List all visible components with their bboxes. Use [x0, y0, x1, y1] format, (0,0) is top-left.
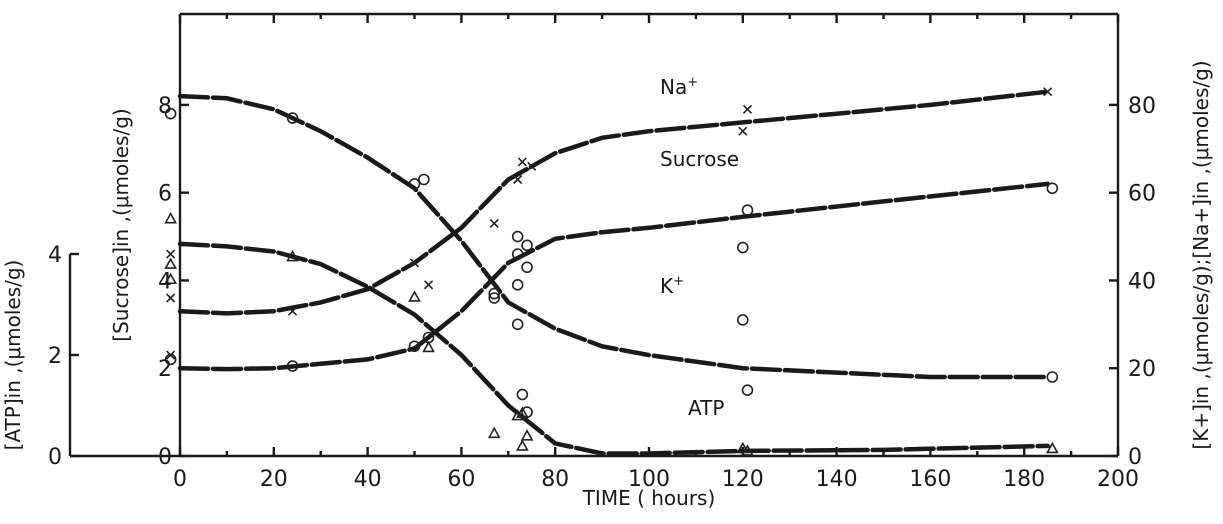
data-point-sucrose	[511, 230, 524, 243]
sucrose-tick-label: 6	[158, 182, 172, 207]
data-point-na-plus	[287, 306, 298, 316]
series-curves	[177, 89, 1050, 456]
x-tick-label: 200	[1097, 467, 1139, 492]
x-tick-label: 140	[816, 467, 858, 492]
curve-atp	[177, 241, 1050, 456]
data-point-sucrose	[286, 360, 299, 372]
data-point-atp	[1045, 441, 1059, 454]
data-point-k-plus	[511, 279, 524, 291]
data-point-sucrose	[741, 204, 754, 217]
data-point-atp	[741, 444, 754, 456]
series-markers	[164, 87, 1059, 456]
atp-tick-label: 0	[48, 445, 62, 470]
data-point-sucrose	[408, 340, 421, 353]
k-na-tick-label: 20	[1128, 357, 1156, 382]
x-tick-label: 100	[628, 467, 670, 492]
data-point-atp	[286, 249, 299, 262]
data-point-na-plus	[166, 293, 176, 303]
data-point-k-plus	[521, 261, 533, 274]
data-point-sucrose	[521, 239, 533, 252]
x-tick-label: 80	[541, 467, 569, 492]
series-label-atp: ATP	[688, 396, 724, 420]
x-tick-label: 60	[447, 467, 475, 492]
data-point-atp	[511, 408, 525, 421]
data-point-na-plus	[409, 258, 420, 268]
data-point-k-plus	[511, 318, 524, 331]
data-point-sucrose	[488, 292, 501, 304]
data-point-atp	[736, 441, 750, 454]
curve-k-plus	[177, 93, 1050, 380]
data-point-atp	[487, 426, 501, 439]
k-na-tick-label: 80	[1128, 94, 1156, 119]
k-na-tick-label: 0	[1128, 445, 1142, 470]
data-point-sucrose	[164, 353, 177, 366]
data-point-atp	[520, 429, 534, 441]
data-point-k-plus	[164, 107, 177, 120]
atp-tick-label: 2	[48, 344, 62, 369]
x-axis-title: TIME ( hours)	[582, 486, 716, 510]
data-point-k-plus	[516, 388, 529, 401]
sucrose-tick-label: 4	[158, 269, 172, 294]
k-na-axis-title: [K+]in ,(μmoles/g);[Na+]in ,(μmoles/g)	[1189, 60, 1213, 449]
labels: 0 20 40 60 80 100 120 140 160 180 2000246802040608…	[1, 60, 1213, 510]
x-tick-label: 160	[909, 467, 951, 492]
sucrose-tick-label: 8	[158, 94, 172, 119]
atp-axis-title: [ATP]in ,(μmoles/g)	[1, 260, 25, 451]
x-tick-label: 40	[354, 467, 382, 492]
curve-sucrose	[177, 181, 1050, 372]
data-point-atp	[408, 290, 421, 302]
data-point-sucrose	[1046, 182, 1059, 195]
data-point-atp	[516, 406, 529, 418]
data-point-k-plus	[418, 173, 430, 186]
data-point-na-plus	[742, 104, 753, 114]
data-point-na-plus	[1043, 87, 1053, 97]
data-point-k-plus	[286, 112, 299, 124]
data-point-k-plus	[736, 314, 749, 326]
k-na-tick-label: 40	[1128, 269, 1156, 294]
k-na-tick-label: 60	[1128, 182, 1156, 207]
sucrose-tick-label: 0	[158, 445, 172, 470]
series-label-na-plus: Na+	[660, 75, 698, 99]
data-point-na-plus	[489, 218, 499, 228]
series-label-sucrose: Sucrose	[660, 147, 739, 171]
sucrose-axis-title: [Sucrose]in ,(μmoles/g)	[109, 108, 133, 341]
axes	[68, 12, 1120, 458]
data-point-na-plus	[517, 157, 527, 167]
sucrose-tick-label: 2	[158, 357, 172, 382]
data-point-sucrose	[511, 248, 524, 260]
data-point-atp	[164, 272, 177, 285]
x-tick-label: 120	[722, 467, 764, 492]
series-label-k-plus: K+	[660, 274, 684, 298]
data-point-atp	[164, 212, 177, 224]
data-point-na-plus	[527, 161, 537, 171]
x-tick-label: 180	[1003, 467, 1045, 492]
x-tick-label: 0	[173, 467, 187, 492]
data-point-na-plus	[166, 249, 176, 259]
data-point-na-plus	[424, 280, 434, 290]
data-point-atp	[164, 257, 177, 269]
data-point-k-plus	[1046, 371, 1059, 383]
data-point-atp	[422, 340, 435, 353]
data-point-k-plus	[408, 178, 421, 190]
atp-tick-label: 4	[48, 243, 62, 268]
data-point-atp	[516, 439, 529, 451]
data-point-sucrose	[736, 241, 749, 254]
data-point-k-plus	[741, 384, 754, 396]
data-point-na-plus	[738, 126, 748, 136]
data-point-k-plus	[488, 287, 501, 300]
data-point-na-plus	[513, 174, 523, 185]
x-tick-label: 20	[260, 467, 288, 492]
